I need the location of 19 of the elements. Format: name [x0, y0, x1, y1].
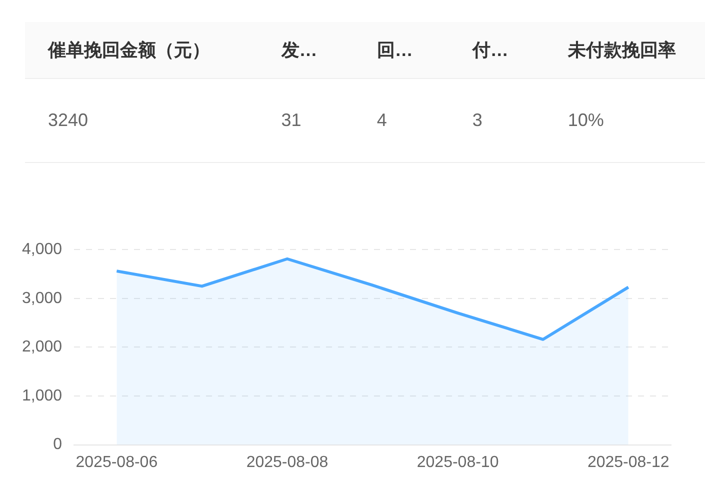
y-tick-label: 2,000 [22, 338, 62, 356]
category-label: 付… [449, 22, 545, 78]
y-tick-label: 4,000 [22, 241, 62, 258]
category-label: 发… [258, 22, 354, 78]
text: 31 [281, 110, 302, 130]
x-tick-label: 2025-08-08 [246, 454, 328, 471]
category-label: 催单挽回金额（元） [25, 22, 258, 78]
x-tick-label: 2025-08-06 [76, 454, 158, 471]
text: 3 [472, 110, 482, 130]
category-label: 回… [354, 22, 450, 78]
y-tick-label: 3,000 [22, 290, 62, 307]
x-tick-label: 2025-08-10 [416, 454, 499, 471]
text: 3240 [48, 110, 88, 130]
y-tick-label: 0 [53, 436, 62, 454]
text: 10% [568, 110, 604, 130]
y-tick-label: 1,000 [22, 387, 62, 404]
x-tick-label: 2025-08-12 [587, 454, 670, 471]
text: 4 [376, 110, 387, 130]
category-label: 未付款挽回率 [544, 22, 705, 78]
